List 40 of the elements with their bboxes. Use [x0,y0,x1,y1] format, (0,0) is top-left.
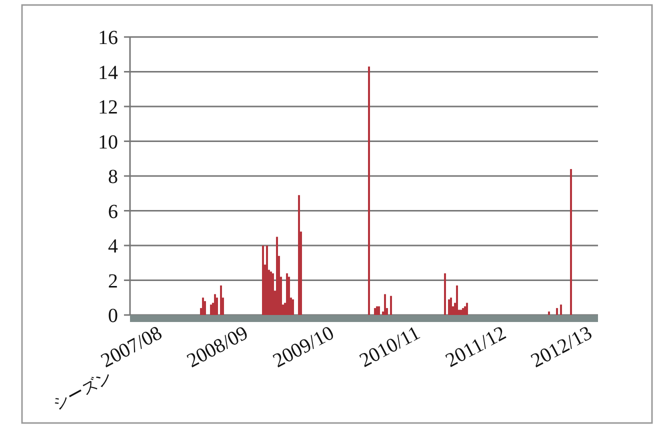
bar [456,285,458,315]
bar [462,308,464,315]
bar [216,298,218,315]
bar [464,306,466,315]
bar [570,169,572,315]
y-tick-label: 0 [108,305,118,327]
bar [298,195,300,315]
bar [548,312,550,315]
bar [220,285,222,315]
y-tick-label: 8 [108,166,118,188]
y-tick-label: 6 [108,200,118,223]
bar [444,273,446,315]
y-tick-label: 10 [98,131,118,154]
bar [450,298,452,315]
bar [272,273,274,315]
bar [214,294,216,315]
bar [292,299,294,315]
bar [384,294,386,315]
bar [210,304,212,315]
bar [286,273,288,315]
bar [390,296,392,315]
bar [202,298,204,315]
bar [378,306,380,315]
x-axis-title: シーズン [50,368,116,414]
y-tick-label: 12 [98,96,118,118]
bar [466,302,468,315]
y-tick-label: 14 [98,62,118,84]
bar [448,299,450,315]
bar [556,308,558,315]
y-tick-label: 4 [108,236,118,258]
bar [276,236,278,315]
bar [204,301,206,315]
bar [374,308,376,315]
bar [560,304,562,315]
bar [368,66,370,315]
bar [262,246,264,315]
bar [266,246,268,315]
y-tick-label: 2 [108,270,118,292]
y-tick-label: 16 [98,27,118,49]
bar [288,276,290,315]
